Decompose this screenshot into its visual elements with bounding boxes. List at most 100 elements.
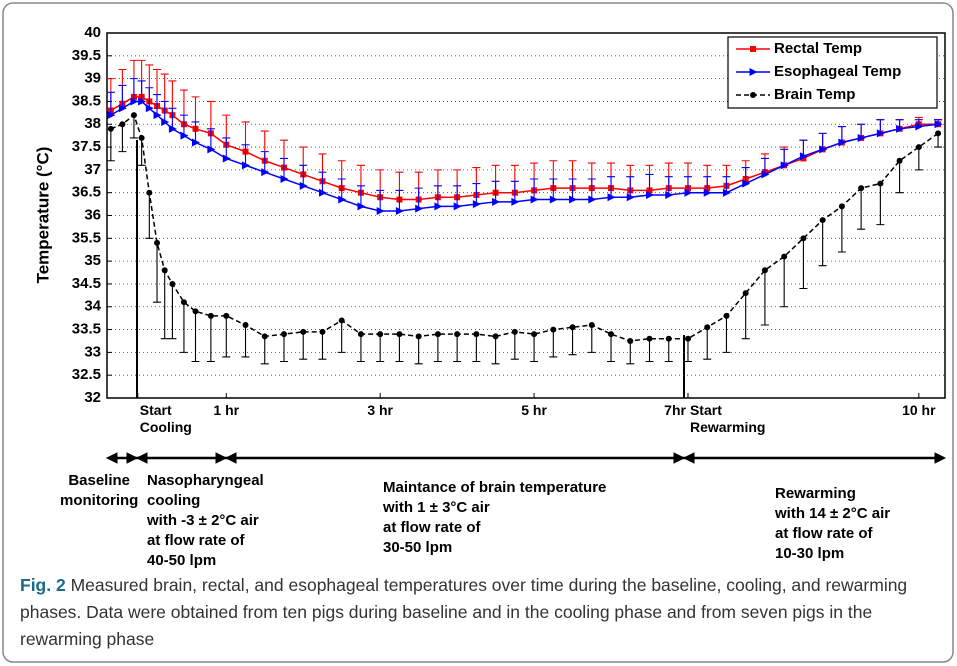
marker <box>607 193 616 202</box>
error-bar <box>137 137 146 166</box>
marker <box>915 122 924 131</box>
error-bar <box>453 185 462 207</box>
marker <box>338 317 345 324</box>
error-bar <box>168 283 177 340</box>
y-tick-label: 32 <box>84 389 101 406</box>
y-tick-label: 35.5 <box>72 229 101 246</box>
error-bar <box>260 336 269 365</box>
marker <box>742 290 749 297</box>
x-tick-label: 5 hr <box>521 402 547 418</box>
error-bar <box>664 176 673 195</box>
marker <box>261 168 270 177</box>
error-bar <box>241 144 250 166</box>
marker <box>750 92 756 98</box>
marker <box>761 170 770 179</box>
marker <box>107 111 116 120</box>
error-bar <box>222 137 231 159</box>
error-bar <box>179 302 188 353</box>
error-bar <box>376 334 385 363</box>
error-bar <box>299 164 308 186</box>
error-bar <box>857 123 866 138</box>
marker <box>722 188 731 197</box>
error-bar <box>876 183 885 226</box>
marker <box>169 280 176 287</box>
legend-entry: Brain Temp <box>736 86 855 103</box>
marker <box>819 217 826 224</box>
marker <box>191 138 200 147</box>
marker <box>168 124 177 133</box>
error-bar <box>356 185 365 207</box>
error-bar <box>626 340 635 365</box>
error-bar <box>337 320 346 353</box>
error-bar <box>414 187 423 209</box>
caption-text: Measured brain, rectal, and esophageal t… <box>20 575 908 649</box>
legend-label: Rectal Temp <box>774 40 862 57</box>
phase-label: Maintance of brain temperature with 1 ± … <box>383 479 607 556</box>
marker <box>530 195 539 204</box>
marker <box>550 326 557 333</box>
marker <box>569 195 578 204</box>
error-bar <box>160 100 169 122</box>
marker <box>935 130 942 137</box>
marker <box>934 120 943 129</box>
marker <box>800 235 807 242</box>
error-bar <box>587 325 596 353</box>
marker <box>396 331 403 338</box>
y-tick-label: 37 <box>84 161 101 178</box>
error-bar <box>741 167 750 184</box>
y-tick-label: 32.5 <box>72 366 101 383</box>
error-bar <box>760 157 769 175</box>
x-tick-label: 10 hr <box>902 402 936 418</box>
error-bar <box>279 157 288 179</box>
error-bar <box>118 84 127 109</box>
marker <box>511 197 520 206</box>
marker <box>723 312 730 319</box>
legend-entry: Rectal Temp <box>736 40 862 57</box>
marker <box>207 312 214 319</box>
error-bar <box>129 78 138 102</box>
error-bar <box>337 178 346 200</box>
marker <box>434 202 443 211</box>
marker <box>703 188 712 197</box>
marker <box>819 145 828 154</box>
error-bar <box>780 148 789 166</box>
error-bar <box>645 338 654 363</box>
marker <box>138 134 145 141</box>
error-bar <box>453 334 462 363</box>
marker <box>742 179 751 188</box>
marker <box>877 180 884 187</box>
error-bar <box>876 119 885 134</box>
error-bar <box>799 139 808 157</box>
legend-label: Esophageal Temp <box>774 63 901 80</box>
marker <box>107 125 114 132</box>
marker <box>858 185 865 192</box>
phase-label: Rewarming with 14 ± 2°C air at flow rate… <box>775 485 891 562</box>
y-tick-label: 36.5 <box>72 184 101 201</box>
error-bar <box>760 270 769 326</box>
marker <box>472 200 481 209</box>
y-tick-label: 39 <box>84 70 101 87</box>
marker <box>915 144 922 151</box>
marker <box>761 267 768 274</box>
marker <box>626 193 635 202</box>
error-bar <box>587 178 596 200</box>
error-bar <box>160 270 169 340</box>
y-tick-label: 37.5 <box>72 138 101 155</box>
error-bar <box>530 334 539 363</box>
series <box>106 112 943 365</box>
y-tick-label: 39.5 <box>72 47 101 64</box>
marker <box>749 68 758 76</box>
error-bar <box>683 176 692 193</box>
error-bar <box>722 176 731 193</box>
marker <box>130 112 137 119</box>
marker <box>299 181 308 190</box>
error-bar <box>395 189 404 211</box>
marker <box>531 331 538 338</box>
marker <box>242 161 251 170</box>
marker <box>319 328 326 335</box>
marker <box>153 111 162 120</box>
error-bar <box>129 115 138 139</box>
marker <box>549 195 558 204</box>
